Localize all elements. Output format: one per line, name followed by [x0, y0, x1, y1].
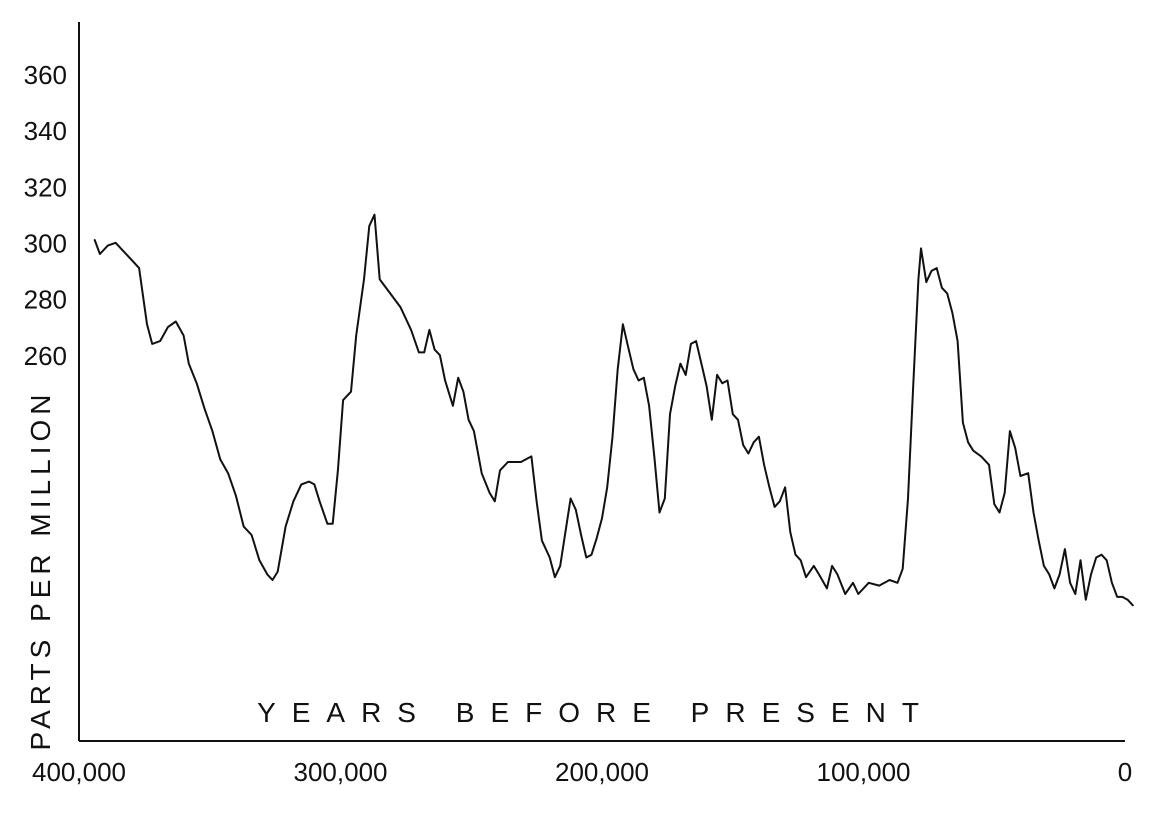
- y-tick-label-340: 340: [24, 116, 67, 146]
- x-axis: 400,000 300,000 200,000 100,000 0 YEARS BEFO…: [32, 697, 1132, 787]
- y-tick-labels: 360 340 320 300 280 260: [24, 60, 67, 371]
- x-tick-label-0: 0: [1118, 757, 1132, 787]
- y-tick-label-300: 300: [24, 228, 67, 258]
- co2-series-line-0: [93, 213, 1134, 607]
- y-axis-title: PARTS PER MILLION: [25, 390, 56, 751]
- x-tick-label-200,000: 200,000: [555, 757, 649, 787]
- x-tick-label-300,000: 300,000: [294, 757, 388, 787]
- series-group: [93, 213, 1134, 607]
- y-tick-label-280: 280: [24, 285, 67, 315]
- y-tick-label-260: 260: [24, 341, 67, 371]
- x-tick-labels: 400,000 300,000 200,000 100,000 0: [32, 757, 1132, 787]
- x-axis-title: YEARS BEFORE PRESENT: [257, 697, 935, 728]
- x-tick-label-400,000: 400,000: [32, 757, 126, 787]
- x-tick-label-100,000: 100,000: [817, 757, 911, 787]
- y-tick-label-320: 320: [24, 172, 67, 202]
- y-tick-label-360: 360: [24, 60, 67, 90]
- y-axis: 360 340 320 300 280 260 PARTS PER MILLION: [24, 22, 80, 751]
